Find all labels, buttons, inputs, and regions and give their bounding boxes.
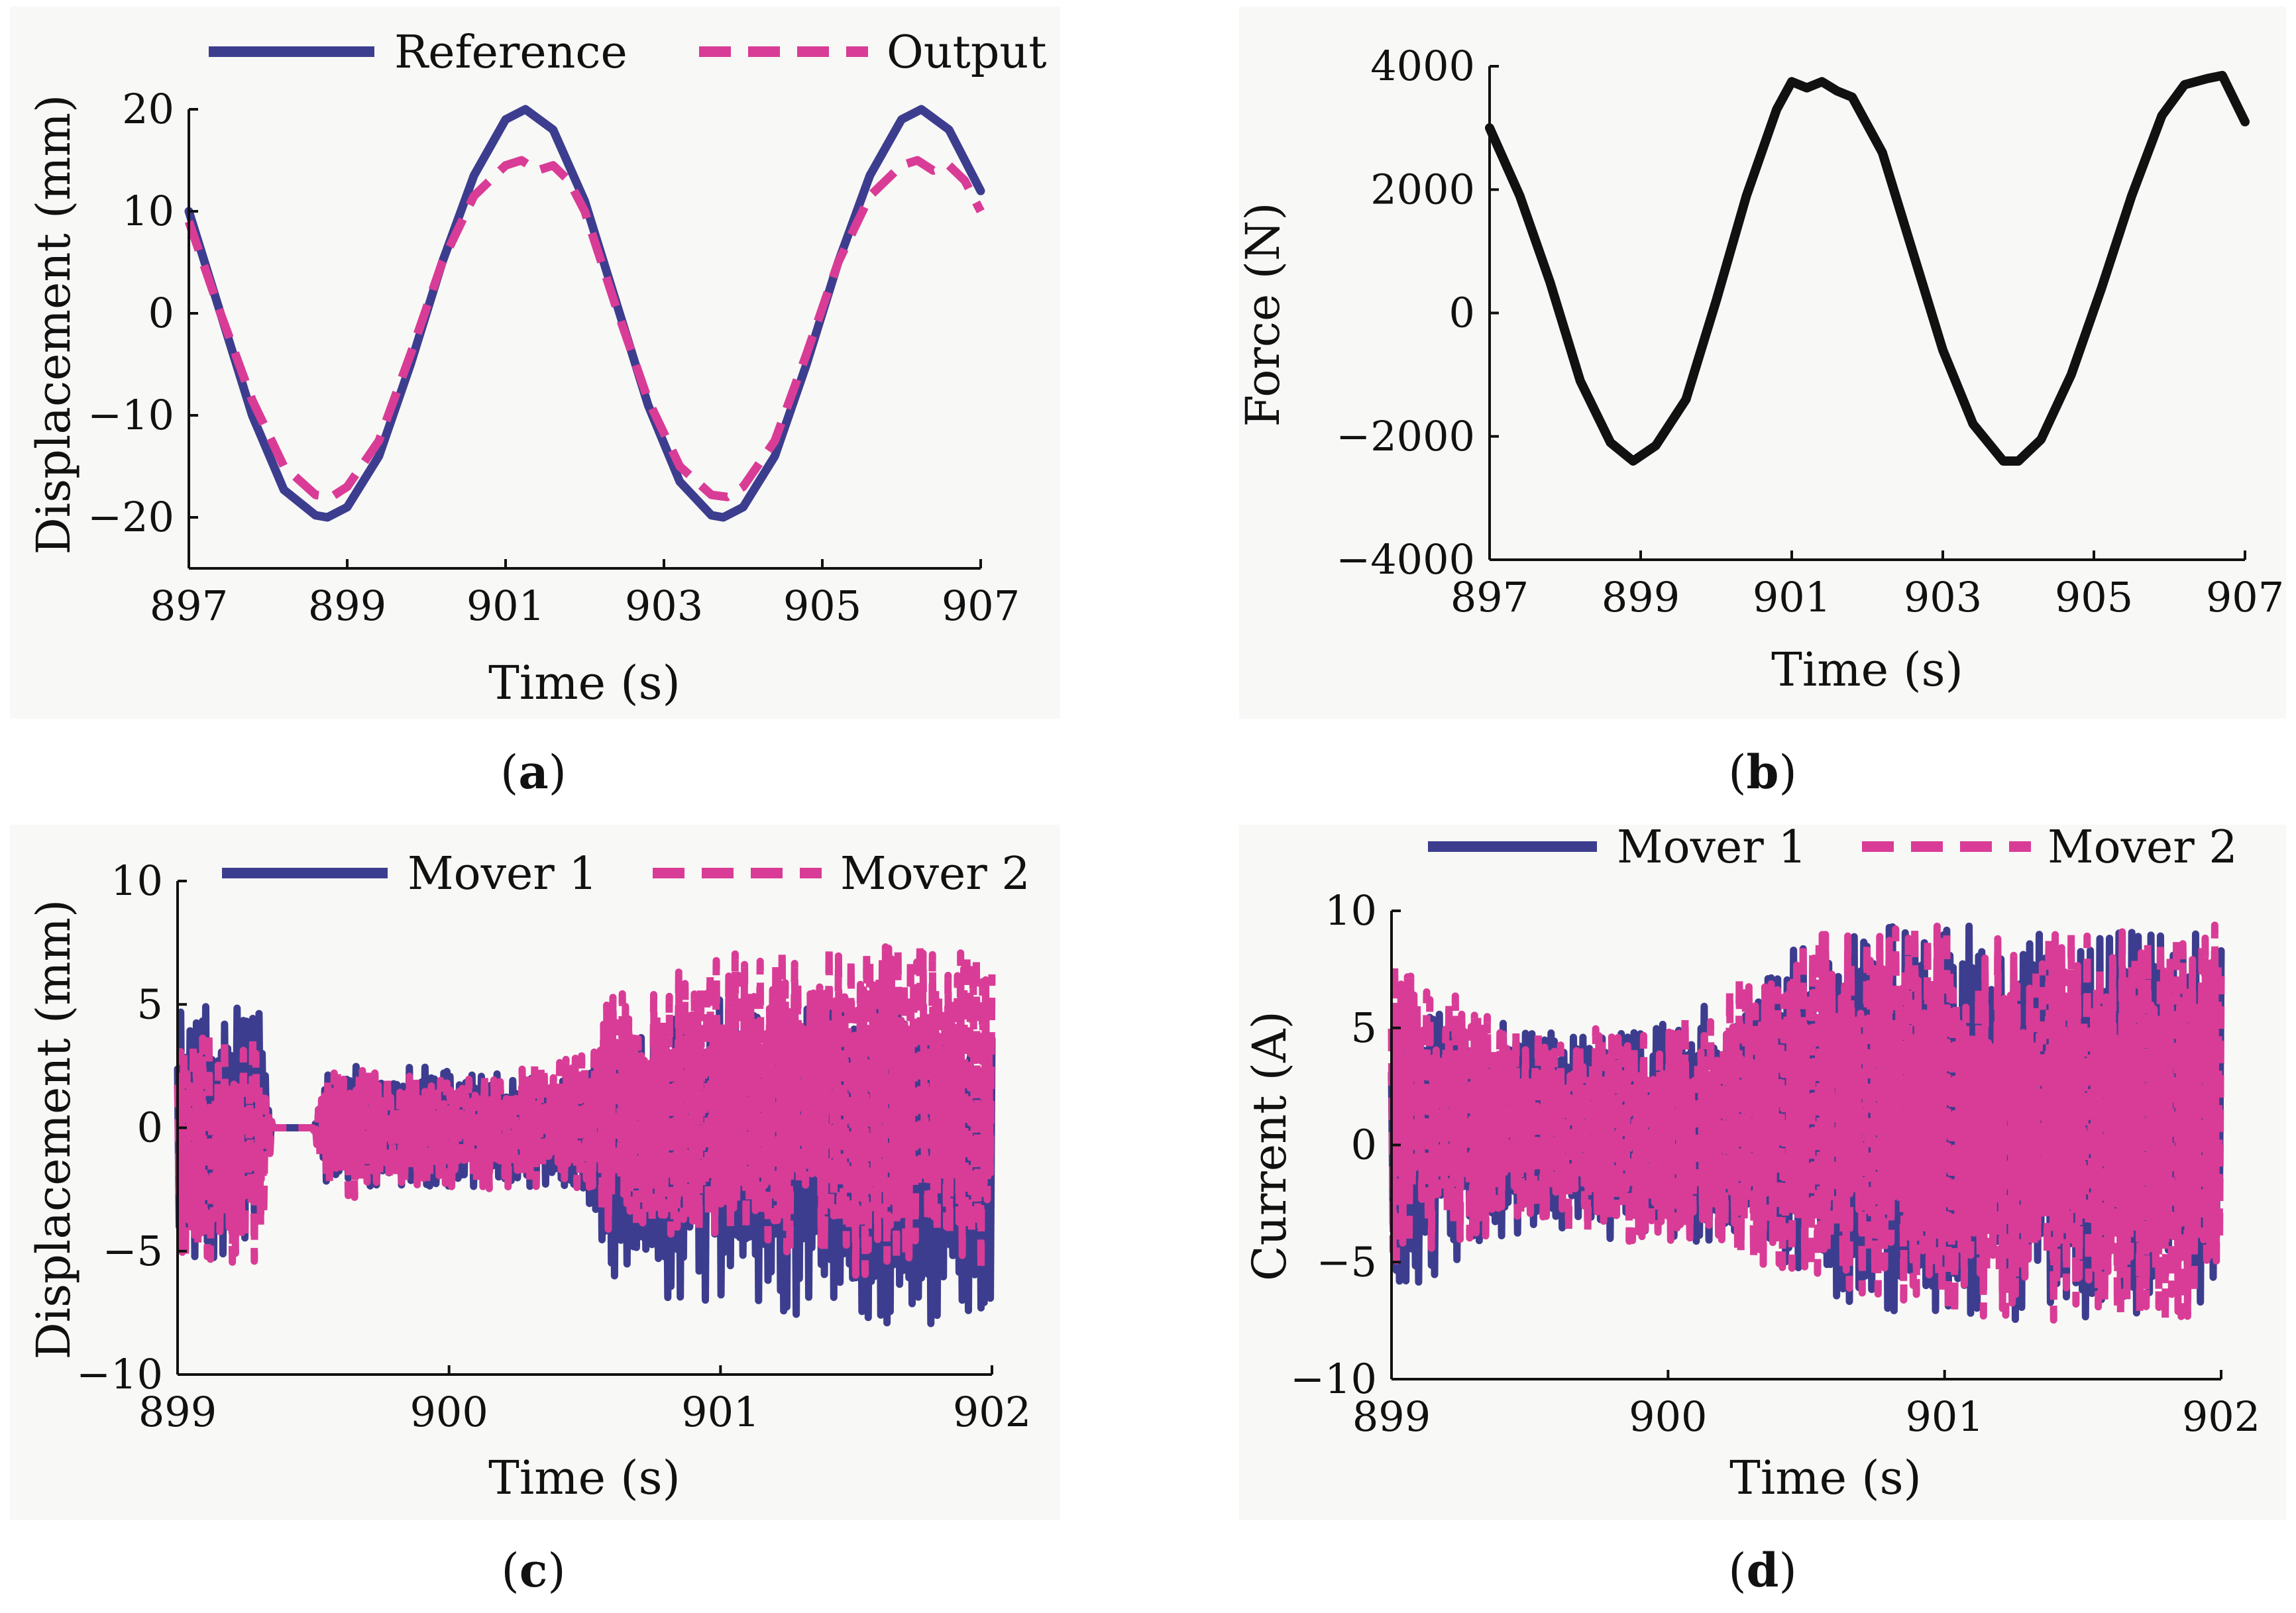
legend-c-mover2-label: Mover 2 — [840, 848, 1030, 900]
caption-d-letter: d — [1747, 1543, 1779, 1598]
x-tick-label: 905 — [2055, 573, 2133, 621]
y-tick-label: −2000 — [1336, 412, 1475, 460]
y-tick-label: −10 — [87, 391, 174, 439]
x-tick-label: 899 — [1602, 573, 1680, 621]
series-line-mover-2 — [1388, 921, 2225, 1324]
x-tick-label: 901 — [681, 1388, 759, 1436]
y-tick-label: 0 — [1449, 289, 1475, 337]
y-tick-label: −5 — [103, 1227, 163, 1275]
x-tick-label: 900 — [410, 1388, 488, 1436]
y-tick-label: −10 — [1290, 1355, 1377, 1403]
y-tick-label: 10 — [122, 187, 174, 235]
series-c — [174, 941, 996, 1327]
x-tick-label: 902 — [953, 1388, 1031, 1436]
y-tick-label: 2000 — [1370, 165, 1475, 213]
ticks-b: 897 899 901 903 905 907 −4000 −2000 0 2000 4000 — [1336, 42, 2284, 621]
x-tick-label: 907 — [2206, 573, 2284, 621]
y-axis-title-d: Current (A) — [1242, 1011, 1297, 1281]
x-tick-label: 903 — [625, 582, 703, 630]
series-line-mover-2 — [174, 941, 996, 1279]
y-axis-title-c: Displacement (mm) — [27, 900, 81, 1360]
y-tick-label: −5 — [1317, 1237, 1377, 1286]
y-tick-label: 20 — [122, 85, 174, 133]
x-axis-title-b: Time (s) — [1771, 643, 1963, 697]
series-d — [1388, 921, 2225, 1324]
axes-d: 899 900 901 902 −10 −5 0 5 10 — [1290, 886, 2260, 1441]
series-line-force — [1485, 71, 2250, 466]
x-tick-label: 897 — [1450, 573, 1529, 621]
x-tick-label: 902 — [2182, 1392, 2260, 1441]
y-tick-label: 10 — [111, 857, 163, 905]
series-line-output — [184, 156, 985, 501]
x-tick-label: 901 — [1753, 573, 1831, 621]
panel-a: Reference Output 897 899 901 903 905 907 −20 −1… — [10, 7, 1060, 719]
y-axis-title-b: Force (N) — [1236, 202, 1290, 427]
axes-b: 897 899 901 903 905 907 −4000 −2000 0 2000 4000 — [1336, 42, 2284, 621]
x-tick-label: 897 — [150, 582, 228, 630]
ticks-a: 897 899 901 903 905 907 −20 −10 0 10 20 — [87, 85, 1020, 630]
series-line-reference — [184, 105, 985, 522]
y-tick-label: 0 — [137, 1104, 163, 1152]
y-tick-label: 4000 — [1370, 42, 1475, 90]
caption-a: (a) — [500, 745, 567, 800]
x-axis-title-a: Time (s) — [488, 656, 681, 710]
x-tick-label: 899 — [138, 1388, 217, 1436]
y-tick-label: −4000 — [1336, 535, 1475, 584]
y-tick-label: −20 — [87, 493, 174, 541]
x-tick-label: 901 — [1905, 1392, 1983, 1441]
x-axis-title-d: Time (s) — [1729, 1451, 1922, 1505]
caption-b: (b) — [1728, 745, 1797, 800]
panel-d: Mover 1 Mover 2 899 900 901 902 −10 −5 0 5 10 Cu… — [1239, 821, 2286, 1520]
y-tick-label: 0 — [1351, 1121, 1377, 1169]
ticks-c: 899 900 901 902 −10 −5 0 5 10 — [76, 857, 1031, 1436]
x-tick-label: 899 — [308, 582, 386, 630]
series-a — [184, 105, 985, 522]
panel-a-background — [10, 7, 1060, 719]
legend-c: Mover 1 Mover 2 — [222, 848, 1030, 900]
caption-b-letter: b — [1747, 745, 1779, 800]
y-tick-label: 0 — [148, 289, 174, 337]
axes-a: 897 899 901 903 905 907 −20 −10 0 10 20 — [87, 85, 1020, 630]
legend-a-output-label: Output — [887, 26, 1047, 79]
y-tick-label: 10 — [1325, 886, 1377, 935]
y-axis-title-a: Displacement (mm) — [27, 95, 81, 555]
y-tick-label: 5 — [1351, 1004, 1377, 1052]
caption-c-letter: c — [519, 1543, 548, 1598]
x-tick-label: 905 — [783, 582, 861, 630]
legend-d-mover2-label: Mover 2 — [2048, 821, 2238, 874]
panel-c: Mover 1 Mover 2 899 900 901 902 −10 −5 0 5 10 Di… — [10, 825, 1060, 1520]
caption-d: (d) — [1728, 1543, 1797, 1598]
caption-c: (c) — [501, 1543, 565, 1598]
x-tick-label: 907 — [942, 582, 1020, 630]
y-tick-label: 5 — [137, 980, 163, 1028]
caption-a-letter: a — [518, 745, 548, 800]
x-tick-label: 903 — [1904, 573, 1982, 621]
ticks-d: 899 900 901 902 −10 −5 0 5 10 — [1290, 886, 2260, 1441]
x-axis-title-c: Time (s) — [488, 1451, 681, 1505]
axes-c: 899 900 901 902 −10 −5 0 5 10 — [76, 857, 1031, 1436]
x-tick-label: 899 — [1352, 1392, 1431, 1441]
x-tick-label: 900 — [1629, 1392, 1707, 1441]
legend-c-mover1-label: Mover 1 — [408, 848, 598, 900]
legend-a-reference-label: Reference — [394, 26, 628, 79]
legend-a: Reference Output — [209, 26, 1047, 79]
legend-d-mover1-label: Mover 1 — [1617, 821, 1807, 874]
panel-b: 897 899 901 903 905 907 −4000 −2000 0 2000 4000 Fo… — [1236, 7, 2286, 719]
y-tick-label: −10 — [76, 1350, 163, 1398]
series-b — [1485, 71, 2250, 466]
panel-b-background — [1239, 7, 2286, 719]
legend-d: Mover 1 Mover 2 — [1428, 821, 2238, 874]
x-tick-label: 901 — [466, 582, 545, 630]
